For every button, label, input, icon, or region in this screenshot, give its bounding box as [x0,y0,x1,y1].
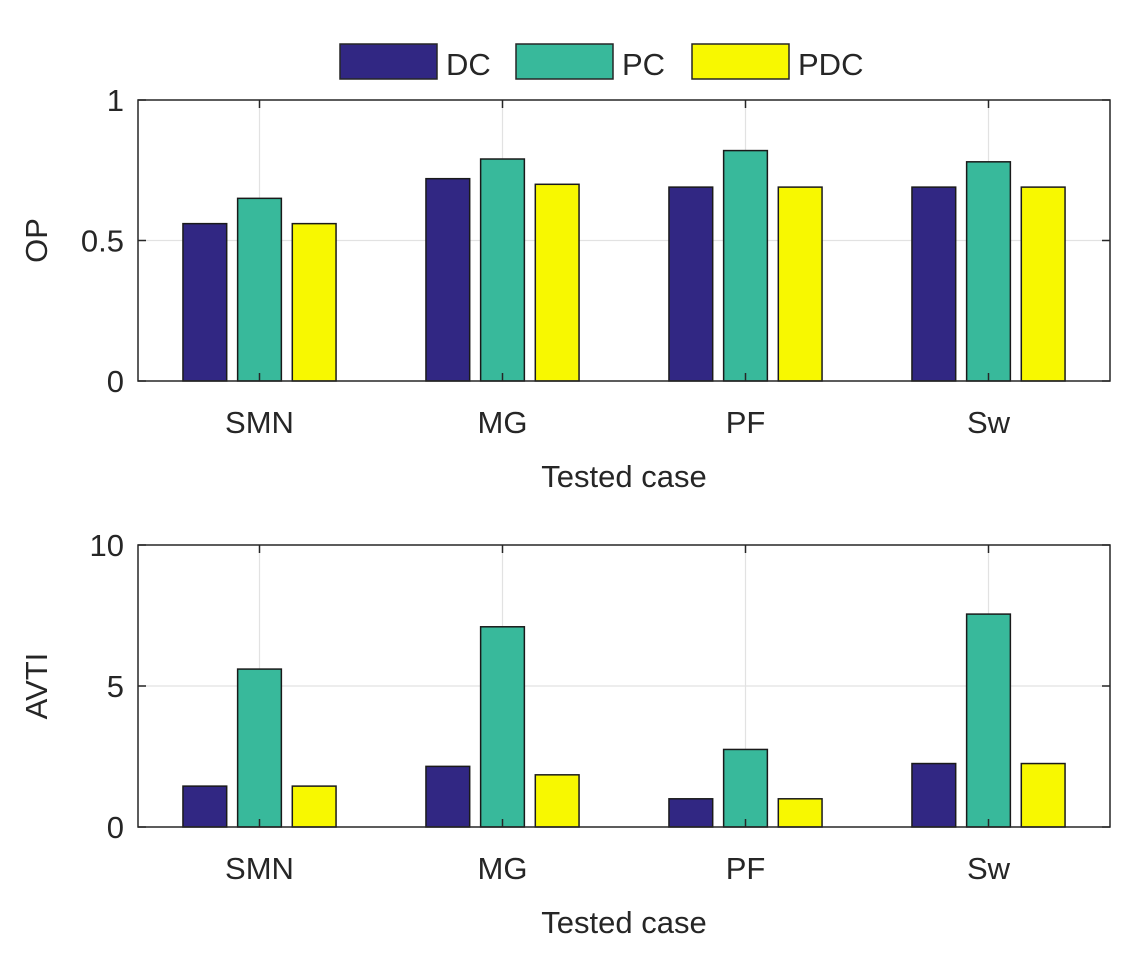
op-bar-pc-smn [236,197,283,382]
op-ylabel: OP [19,218,54,263]
avti-bar-dc-mg [425,765,471,828]
legend-swatch-pc [515,43,614,80]
avti-bar-dc-pf [668,798,714,828]
avti-bar-pdc-mg [534,774,580,828]
avti-bar-pc-sw [965,613,1012,828]
legend-swatch-dc [339,43,438,80]
avti-bar-pc-pf [722,748,769,828]
op-xtick-label-mg: MG [478,405,528,440]
op-bar-pdc-pf [777,186,823,382]
avti-chart: SMN MG PF Sw 0 5 10 Tested case AVTI [19,528,1111,940]
avti-bar-dc-smn [182,785,228,828]
op-bar-pc-mg [479,158,526,382]
legend-label-pdc: PDC [798,47,863,82]
avti-bar-pdc-sw [1020,762,1066,828]
op-ytick-label-0: 0 [107,364,124,399]
legend-label-dc: DC [446,47,491,82]
avti-ytick-label-0: 0 [107,810,124,845]
op-ytick-label-2: 1 [107,83,124,118]
op-bar-pc-pf [722,149,769,382]
avti-bar-pdc-pf [777,798,823,828]
avti-ylabel: AVTI [19,653,54,720]
avti-xtick-label-smn: SMN [225,851,294,886]
avti-xtick-label-pf: PF [726,851,766,886]
op-xlabel: Tested case [541,459,706,494]
op-ytick-label-1: 0.5 [81,224,124,259]
legend-swatch-pdc [691,43,790,80]
legend-label-pc: PC [622,47,665,82]
op-bar-pdc-sw [1020,186,1066,382]
op-bar-pdc-smn [291,222,337,382]
avti-ytick-label-2: 10 [90,528,124,563]
op-xtick-label-sw: Sw [967,405,1011,440]
op-xtick-label-pf: PF [726,405,766,440]
avti-bar-pdc-smn [291,785,337,828]
avti-bar-dc-sw [911,762,957,828]
avti-bar-pc-mg [479,626,526,828]
op-chart: SMN MG PF Sw 0 0.5 1 Tested case OP [19,83,1111,494]
op-bar-dc-sw [911,186,957,382]
avti-xtick-label-mg: MG [478,851,528,886]
avti-bar-pc-smn [236,668,283,828]
legend: DC PC PDC [339,43,863,82]
op-bar-pc-sw [965,161,1012,382]
op-bar-pdc-mg [534,183,580,382]
op-xtick-label-smn: SMN [225,405,294,440]
op-bar-dc-smn [182,222,228,382]
avti-ytick-label-1: 5 [107,669,124,704]
op-bar-dc-mg [425,177,471,382]
op-bar-dc-pf [668,186,714,382]
avti-xtick-label-sw: Sw [967,851,1011,886]
avti-xlabel: Tested case [541,905,706,940]
